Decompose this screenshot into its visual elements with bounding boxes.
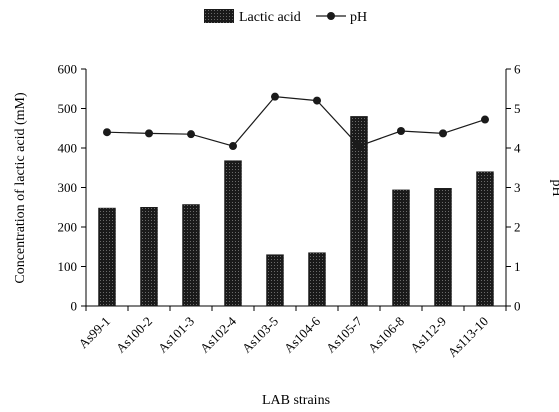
line-series-ph bbox=[103, 92, 489, 151]
bar bbox=[224, 160, 242, 307]
ph-line bbox=[106, 96, 486, 147]
y-right-tick-label: 4 bbox=[514, 141, 521, 156]
bar bbox=[476, 171, 494, 307]
x-axis: As99-1 As100-2 As101-3 As102-4 As103-5 As104-… bbox=[75, 305, 507, 408]
bar bbox=[392, 189, 410, 307]
x-tick-label: As106-8 bbox=[365, 314, 407, 356]
y-left-tick-label: 500 bbox=[58, 101, 78, 116]
bar bbox=[308, 252, 326, 307]
legend-label-ph: pH bbox=[350, 10, 367, 25]
y-axis-right-ticks: 0 1 2 3 4 5 6 bbox=[506, 62, 521, 314]
x-tick-label: As100-2 bbox=[113, 314, 155, 356]
bar bbox=[350, 116, 368, 307]
ph-point bbox=[481, 115, 489, 124]
legend-label-lactic-acid: Lactic acid bbox=[239, 10, 301, 25]
ph-point bbox=[355, 142, 363, 151]
bar bbox=[434, 188, 452, 307]
ph-point bbox=[271, 92, 279, 101]
y-right-tick-label: 5 bbox=[514, 101, 521, 116]
x-axis-title: LAB strains bbox=[262, 393, 330, 408]
ph-point bbox=[439, 129, 447, 138]
y-left-tick-label: 100 bbox=[58, 259, 78, 274]
y-axis-right: 0 1 2 3 4 5 6 pH bbox=[505, 62, 559, 314]
bar bbox=[182, 204, 200, 307]
y-left-tick-label: 0 bbox=[71, 299, 78, 314]
legend-marker-ph bbox=[327, 12, 335, 20]
x-axis-ticks: As99-1 As100-2 As101-3 As102-4 As103-5 As104-… bbox=[75, 306, 507, 361]
x-tick-label: As101-3 bbox=[155, 314, 197, 356]
y-left-tick-label: 200 bbox=[58, 220, 78, 235]
y-right-tick-label: 2 bbox=[514, 220, 521, 235]
y-right-tick-label: 1 bbox=[514, 259, 521, 274]
x-tick-label: As112-9 bbox=[407, 314, 449, 356]
y-right-tick-label: 3 bbox=[514, 180, 521, 195]
legend-swatch-lactic-acid bbox=[204, 9, 234, 23]
y-left-tick-label: 300 bbox=[58, 180, 78, 195]
x-tick-label: As102-4 bbox=[197, 313, 240, 356]
ph-point bbox=[103, 128, 111, 137]
y-axis-left-ticks: 0 100 200 300 400 500 600 bbox=[58, 62, 86, 314]
y-right-tick-label: 0 bbox=[514, 299, 521, 314]
bar bbox=[98, 207, 116, 307]
y-axis-left-title: Concentration of lactic acid (mM) bbox=[13, 92, 28, 284]
bar bbox=[140, 207, 158, 307]
y-axis-right-title: pH bbox=[549, 179, 559, 196]
ph-point bbox=[187, 130, 195, 139]
ph-point bbox=[229, 142, 237, 151]
y-right-tick-label: 6 bbox=[514, 62, 521, 77]
bar-series-lactic-acid bbox=[98, 116, 494, 307]
ph-point bbox=[145, 129, 153, 138]
y-left-tick-label: 600 bbox=[58, 62, 78, 77]
x-tick-label: As113-10 bbox=[445, 314, 492, 361]
legend: Lactic acid pH bbox=[204, 9, 367, 25]
ph-point bbox=[313, 96, 321, 105]
y-left-tick-label: 400 bbox=[58, 141, 78, 156]
bar bbox=[266, 254, 284, 307]
x-tick-label: As104-6 bbox=[281, 313, 324, 356]
x-tick-label: As99-1 bbox=[75, 314, 113, 352]
x-tick-label: As105-7 bbox=[323, 313, 366, 356]
x-tick-label: As103-5 bbox=[239, 314, 281, 356]
y-axis-left: 0 100 200 300 400 500 600 Concentration of lac… bbox=[13, 62, 87, 314]
ph-point bbox=[397, 127, 405, 136]
